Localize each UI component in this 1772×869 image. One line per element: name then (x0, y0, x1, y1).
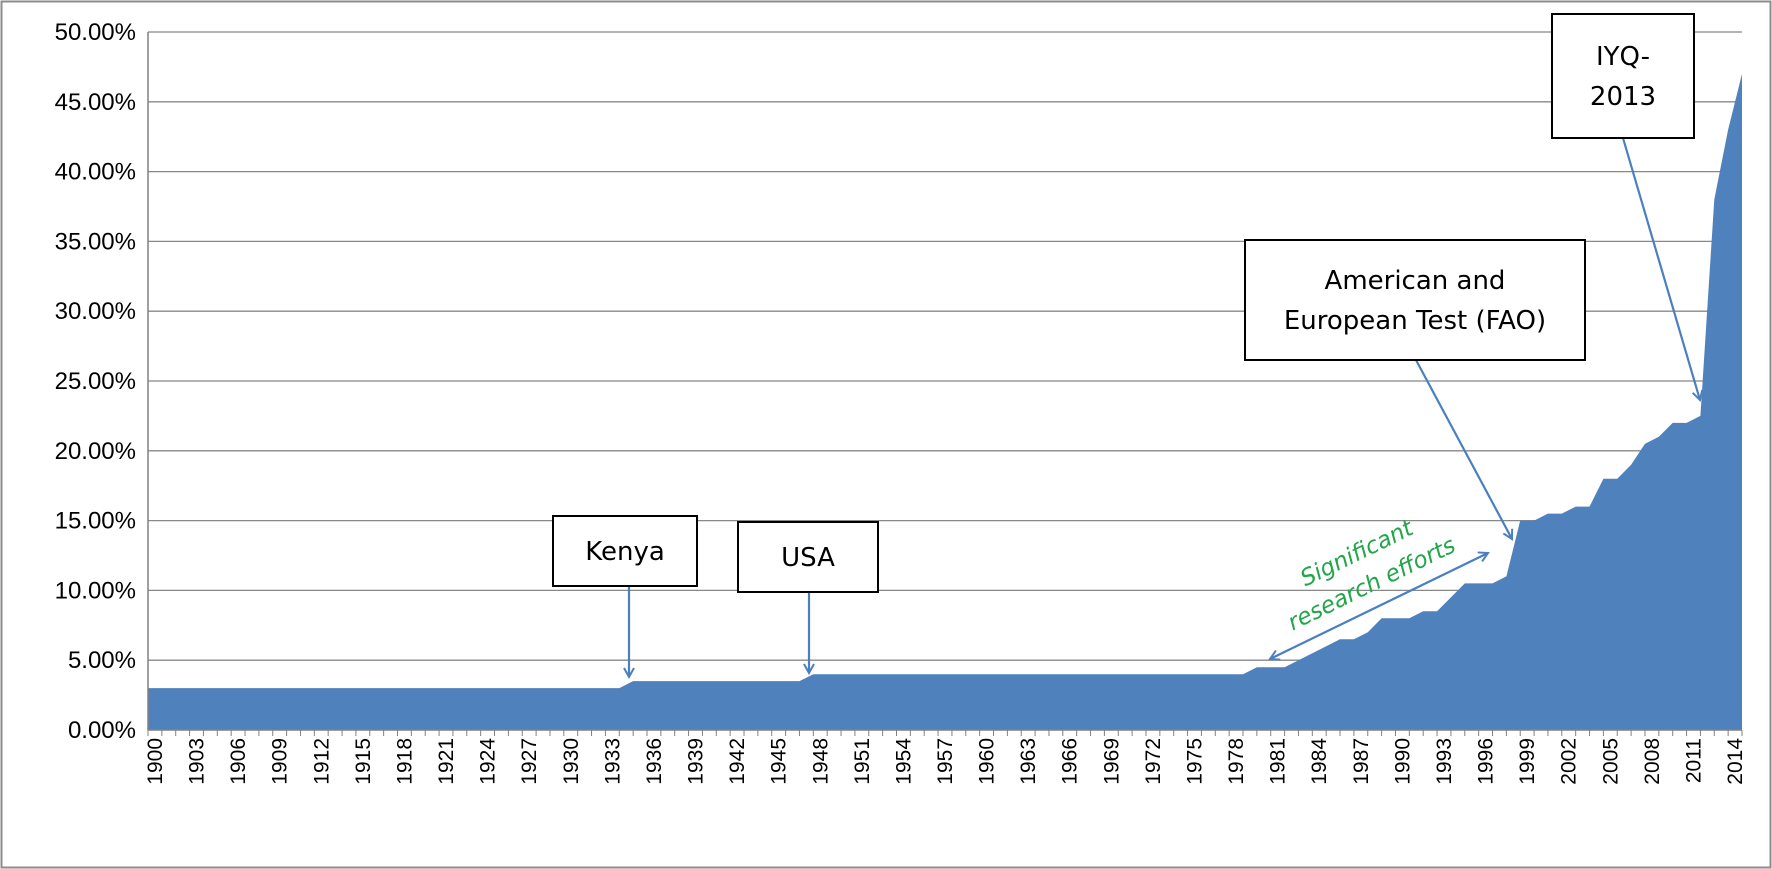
x-tick-label: 2008 (1641, 738, 1664, 785)
x-tick-label: 1963 (1017, 738, 1040, 785)
x-tick-label: 1927 (518, 738, 541, 785)
x-tick-label: 1909 (269, 738, 292, 785)
x-tick-label: 1960 (976, 738, 999, 785)
x-tick-label: 1990 (1391, 738, 1414, 785)
x-tick-label: 1975 (1184, 738, 1207, 785)
x-tick-label: 1930 (560, 738, 583, 785)
x-tick-label: 1993 (1433, 738, 1456, 785)
x-tick-label: 1981 (1267, 738, 1290, 785)
x-tick-label: 1900 (144, 738, 167, 785)
x-tick-label: 1918 (393, 738, 416, 785)
y-tick-label: 25.00% (55, 368, 136, 395)
x-tick-label: 2005 (1599, 738, 1622, 785)
x-tick-label: 1957 (934, 738, 957, 785)
annotation-arrow (1415, 359, 1512, 539)
annotation-box (1551, 13, 1695, 139)
y-tick-label: 30.00% (55, 298, 136, 325)
y-tick-label: 35.00% (55, 228, 136, 255)
y-tick-label: 20.00% (55, 438, 136, 465)
annotation-kenya: Kenya (552, 515, 698, 677)
annotation-usa: USA (737, 521, 879, 673)
x-tick-label: 1924 (477, 738, 500, 785)
y-tick-label: 50.00% (55, 19, 136, 46)
y-tick-label: 10.00% (55, 577, 136, 604)
x-tick-label: 1972 (1142, 738, 1165, 785)
annotation-iyq: IYQ- 2013 (1551, 13, 1700, 400)
x-tick-label: 1966 (1059, 738, 1082, 785)
annotation-arrow (1621, 137, 1700, 400)
annotation-label: Kenya (585, 537, 665, 567)
annotation-label: USA (781, 543, 835, 573)
area-series (148, 73, 1742, 730)
y-tick-label: 45.00% (55, 89, 136, 116)
x-tick-label: 1954 (892, 738, 915, 785)
y-tick-label: 0.00% (68, 717, 136, 744)
annotation-box (552, 515, 698, 587)
y-tick-label: 40.00% (55, 159, 136, 186)
annotation-label: American and (1325, 266, 1506, 296)
x-tick-label: 1951 (851, 738, 874, 785)
x-tick-label: 1999 (1516, 738, 1539, 785)
x-tick-label: 1921 (435, 738, 458, 785)
x-tick-label: 1948 (809, 738, 832, 785)
x-tick-label: 2002 (1558, 738, 1581, 785)
x-tick-label: 1987 (1350, 738, 1373, 785)
annotation-fao: American and European Test (FAO) (1244, 239, 1586, 539)
x-tick-label: 1996 (1475, 738, 1498, 785)
x-tick-label: 1978 (1225, 738, 1248, 785)
x-tick-label: 1915 (352, 738, 375, 785)
x-tick-label: 1984 (1308, 738, 1331, 785)
annotation-box (737, 521, 879, 593)
y-tick-label: 5.00% (68, 647, 136, 674)
x-tick-label: 1945 (768, 738, 791, 785)
x-tick-label: 1906 (227, 738, 250, 785)
x-tick-label: 1936 (643, 738, 666, 785)
annotation-label: 2013 (1590, 82, 1656, 112)
annotation-label: European Test (FAO) (1284, 306, 1546, 336)
x-tick-label: 2014 (1724, 738, 1747, 785)
x-tick-label: 1969 (1100, 738, 1123, 785)
x-tick-label: 1933 (601, 738, 624, 785)
x-tick-label: 1903 (186, 738, 209, 785)
x-tick-label: 1912 (310, 738, 333, 785)
annotation-box (1244, 239, 1586, 361)
y-tick-label: 15.00% (55, 508, 136, 535)
x-tick-label: 1939 (685, 738, 708, 785)
annotation-label: IYQ- (1596, 42, 1650, 72)
x-tick-label: 2011 (1683, 738, 1706, 783)
double-arrow (1270, 553, 1488, 659)
x-tick-label: 1942 (726, 738, 749, 785)
